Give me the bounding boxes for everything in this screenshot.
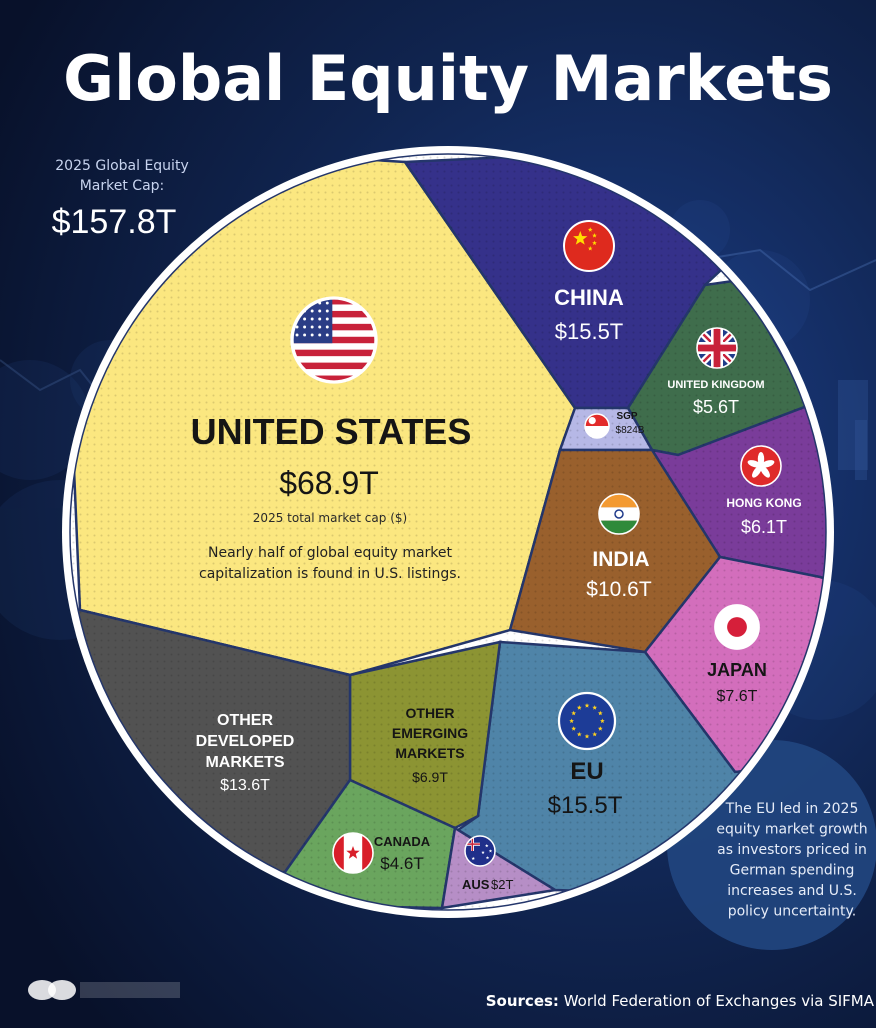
segment-value-other-em: $6.9T	[412, 769, 448, 785]
segment-value-aus: $2T	[491, 877, 513, 892]
segment-name-other-em-line-3: MARKETS	[395, 745, 464, 761]
uk-flag-icon	[696, 327, 738, 369]
segment-name-aus: AUS	[462, 877, 490, 892]
segment-name-us: UNITED STATES	[191, 411, 472, 452]
segment-name-other-dev-line-3: MARKETS	[205, 754, 284, 771]
candlestick-bar	[838, 380, 868, 470]
segment-name-other-em-line-1: OTHER	[406, 705, 455, 721]
segment-name-japan: JAPAN	[707, 660, 767, 680]
hk-flag-icon	[740, 445, 782, 487]
us-note-line-1: Nearly half of global equity market	[208, 545, 453, 561]
segment-value-other-dev: $13.6T	[220, 777, 270, 794]
total-label-line-1: 2025 Global Equity	[55, 158, 188, 174]
segment-name-china: CHINA	[554, 285, 624, 310]
total-value: $157.8T	[52, 203, 177, 241]
segment-value-canada: $4.6T	[380, 854, 423, 873]
inner-ring	[69, 153, 827, 911]
background-glow	[0, 360, 90, 480]
labels: UNITED STATES $68.9T 2025 total market cap…	[191, 285, 802, 892]
aus-flag-icon	[464, 835, 496, 867]
total-label-line-2: Market Cap:	[80, 178, 165, 194]
segment-value-eu: $15.5T	[548, 792, 623, 819]
candlestick-bar	[855, 420, 867, 480]
us-flag-icon	[290, 296, 378, 384]
segment-name-india: INDIA	[592, 548, 649, 571]
segment-name-sgp: SGP	[616, 411, 637, 422]
eu-note-line-1: The EU led in 2025	[725, 801, 859, 817]
texture	[70, 154, 826, 910]
japan-flag-icon	[714, 604, 760, 650]
eu-note-line-5: increases and U.S.	[727, 883, 857, 899]
segment-value-india: $10.6T	[586, 578, 652, 601]
sgp-flag-icon	[584, 413, 610, 439]
us-note-line-2: capitalization is found in U.S. listings…	[199, 566, 461, 582]
india-flag-icon	[598, 493, 640, 535]
segment-value-japan: $7.6T	[717, 688, 758, 705]
segment-value-us: $68.9T	[279, 465, 379, 501]
eu-note-line-4: German spending	[730, 863, 855, 879]
source-text: World Federation of Exchanges via SIFMA	[559, 992, 875, 1010]
china-flag-icon	[563, 220, 615, 272]
us-sublabel: 2025 total market cap ($)	[253, 511, 407, 525]
source-line: Sources: World Federation of Exchanges v…	[486, 992, 875, 1010]
logo-icon	[28, 980, 180, 1000]
page-title: Global Equity Markets	[63, 42, 833, 115]
segment-value-uk: $5.6T	[693, 397, 739, 417]
source-label: Sources:	[486, 992, 559, 1010]
segment-name-other-dev-line-2: DEVELOPED	[196, 733, 295, 750]
segment-name-other-em-line-2: EMERGING	[392, 725, 468, 741]
segment-name-eu: EU	[570, 758, 603, 785]
segment-name-uk: UNITED KINGDOM	[667, 379, 764, 391]
segment-value-sgp: $824B	[616, 425, 645, 436]
canada-flag-icon	[332, 832, 374, 874]
eu-note-line-2: equity market growth	[716, 822, 867, 838]
eu-note-line-6: policy uncertainty.	[728, 904, 857, 920]
segment-value-china: $15.5T	[555, 319, 624, 344]
trend-line	[699, 248, 876, 292]
eu-note-line-3: as investors priced in	[717, 842, 867, 858]
eu-flag-icon	[557, 691, 617, 751]
segment-name-other-dev-line-1: OTHER	[217, 712, 273, 729]
segment-name-hk: HONG KONG	[726, 496, 801, 510]
segment-value-hk: $6.1T	[741, 517, 787, 537]
segment-name-canada: CANADA	[374, 834, 431, 849]
